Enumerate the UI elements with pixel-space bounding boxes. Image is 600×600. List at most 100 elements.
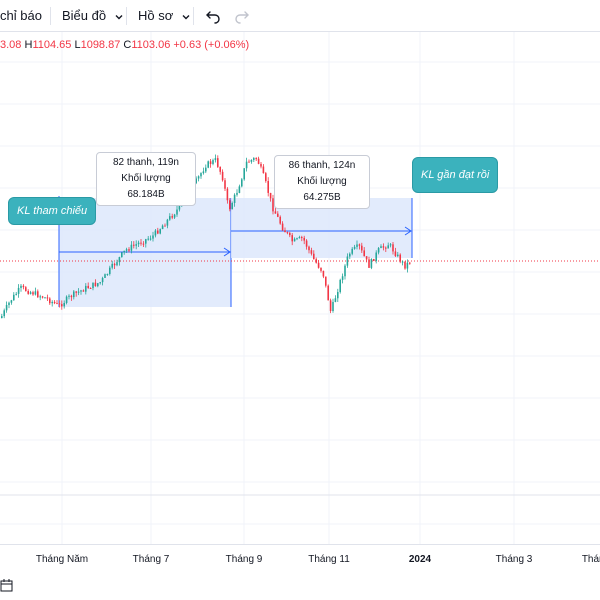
candle-body xyxy=(406,262,409,269)
candle-body xyxy=(315,259,317,263)
candle-body xyxy=(248,161,250,163)
candle-body xyxy=(142,243,145,245)
candle-body xyxy=(133,244,135,246)
candle-body xyxy=(289,232,291,236)
candle-body xyxy=(284,230,286,233)
candle-body xyxy=(61,304,63,307)
candle-body xyxy=(106,273,109,275)
candle-body xyxy=(49,298,51,304)
time-axis[interactable]: Tháng Năm Tháng 7 Tháng 9 Tháng 11 2024 … xyxy=(0,544,600,574)
toolbar-divider xyxy=(193,7,194,25)
candle-body xyxy=(10,300,13,303)
candle-body xyxy=(226,188,229,201)
candle-body xyxy=(39,296,41,298)
candle-body xyxy=(341,276,344,280)
candle-body xyxy=(255,158,257,160)
candle-body xyxy=(121,252,123,258)
range-1-info-tag: 82 thanh, 119n Khối lượng 68.184B xyxy=(96,152,196,206)
candle-body xyxy=(13,294,15,301)
candle-body xyxy=(27,291,29,294)
range-2-bars: 86 thanh, 124n xyxy=(288,160,356,171)
candle-body xyxy=(85,285,87,292)
candle-body xyxy=(140,242,142,244)
candle-body xyxy=(257,158,260,164)
candle-body xyxy=(1,316,3,318)
candle-body xyxy=(286,232,289,234)
range-2-info-tag: 86 thanh, 124n Khối lượng 64.275B xyxy=(274,155,370,209)
candle-body xyxy=(51,301,53,304)
candle-body xyxy=(298,237,301,239)
range-1-bars: 82 thanh, 119n xyxy=(113,157,179,168)
candle-body xyxy=(217,158,219,167)
callout-near-volume[interactable]: KL gần đạt rồi xyxy=(412,157,498,193)
candle-body xyxy=(32,292,34,295)
profile-label: Hồ sơ xyxy=(138,8,174,23)
range-1-volume: Khối lượng 68.184B xyxy=(121,173,171,200)
price-chart[interactable] xyxy=(0,32,600,544)
candle-body xyxy=(224,180,226,189)
candle-body xyxy=(346,256,349,266)
candle-body xyxy=(109,267,111,274)
candle-body xyxy=(70,295,73,298)
range-2-volume: Khối lượng 64.275B xyxy=(297,176,347,203)
candle-body xyxy=(351,248,353,254)
candle-body xyxy=(214,158,217,161)
candle-body xyxy=(229,200,231,210)
candle-body xyxy=(313,253,315,260)
candle-body xyxy=(161,225,164,230)
candle-body xyxy=(169,216,171,220)
date-range-1-arrowhead xyxy=(223,247,231,257)
candle-body xyxy=(397,254,399,257)
candle-body xyxy=(219,166,221,172)
candle-body xyxy=(77,291,80,293)
high-value: 1104.65 xyxy=(32,39,72,51)
candle-body xyxy=(46,297,49,299)
candle-body xyxy=(157,230,159,234)
candle-body xyxy=(176,209,178,215)
candle-body xyxy=(274,211,277,214)
candle-body xyxy=(82,290,85,292)
candle-body xyxy=(305,240,308,247)
indicators-label: chỉ báo xyxy=(0,8,42,23)
candle-body xyxy=(380,246,382,249)
x-label: Tháng 11 xyxy=(308,554,350,565)
candle-body xyxy=(301,237,303,239)
candle-body xyxy=(356,244,358,247)
candle-body xyxy=(387,245,389,249)
candle-body xyxy=(320,267,322,271)
date-range-2-arrowhead xyxy=(404,226,412,236)
candle-body xyxy=(293,238,296,242)
x-label: Tháng 7 xyxy=(132,554,170,565)
redo-icon[interactable] xyxy=(233,7,251,25)
candle-body xyxy=(65,296,68,303)
chart-type-dropdown[interactable]: Biểu đồ xyxy=(62,6,124,26)
profile-dropdown[interactable]: Hồ sơ xyxy=(138,6,191,26)
candle-body xyxy=(296,238,298,240)
candle-body xyxy=(231,203,233,210)
candle-body xyxy=(73,291,75,298)
candle-body xyxy=(373,258,375,261)
candle-body xyxy=(58,303,61,305)
ohlc-legend: 3.08 H1104.65 L1098.87 C1103.06 +0.63 (+… xyxy=(0,38,249,52)
candle-body xyxy=(101,277,104,283)
candle-body xyxy=(20,285,22,288)
candle-body xyxy=(281,223,284,231)
change-value: +0.63 (+0.06%) xyxy=(173,39,250,51)
candle-body xyxy=(361,245,363,251)
callout-reference-volume[interactable]: KL tham chiếu xyxy=(8,197,96,225)
undo-icon[interactable] xyxy=(204,7,222,25)
candle-body xyxy=(178,205,181,210)
candle-body xyxy=(337,292,339,299)
candle-body xyxy=(260,163,262,167)
chart-type-label: Biểu đồ xyxy=(62,8,107,23)
indicators-button[interactable]: chỉ báo xyxy=(0,6,42,26)
candle-body xyxy=(303,237,305,241)
candle-body xyxy=(245,161,248,169)
candle-body xyxy=(349,253,351,257)
candle-body xyxy=(195,178,197,183)
calendar-icon[interactable] xyxy=(0,578,14,592)
candle-body xyxy=(75,291,77,293)
candle-body xyxy=(128,249,130,251)
candle-body xyxy=(404,261,406,269)
candle-body xyxy=(202,171,205,174)
